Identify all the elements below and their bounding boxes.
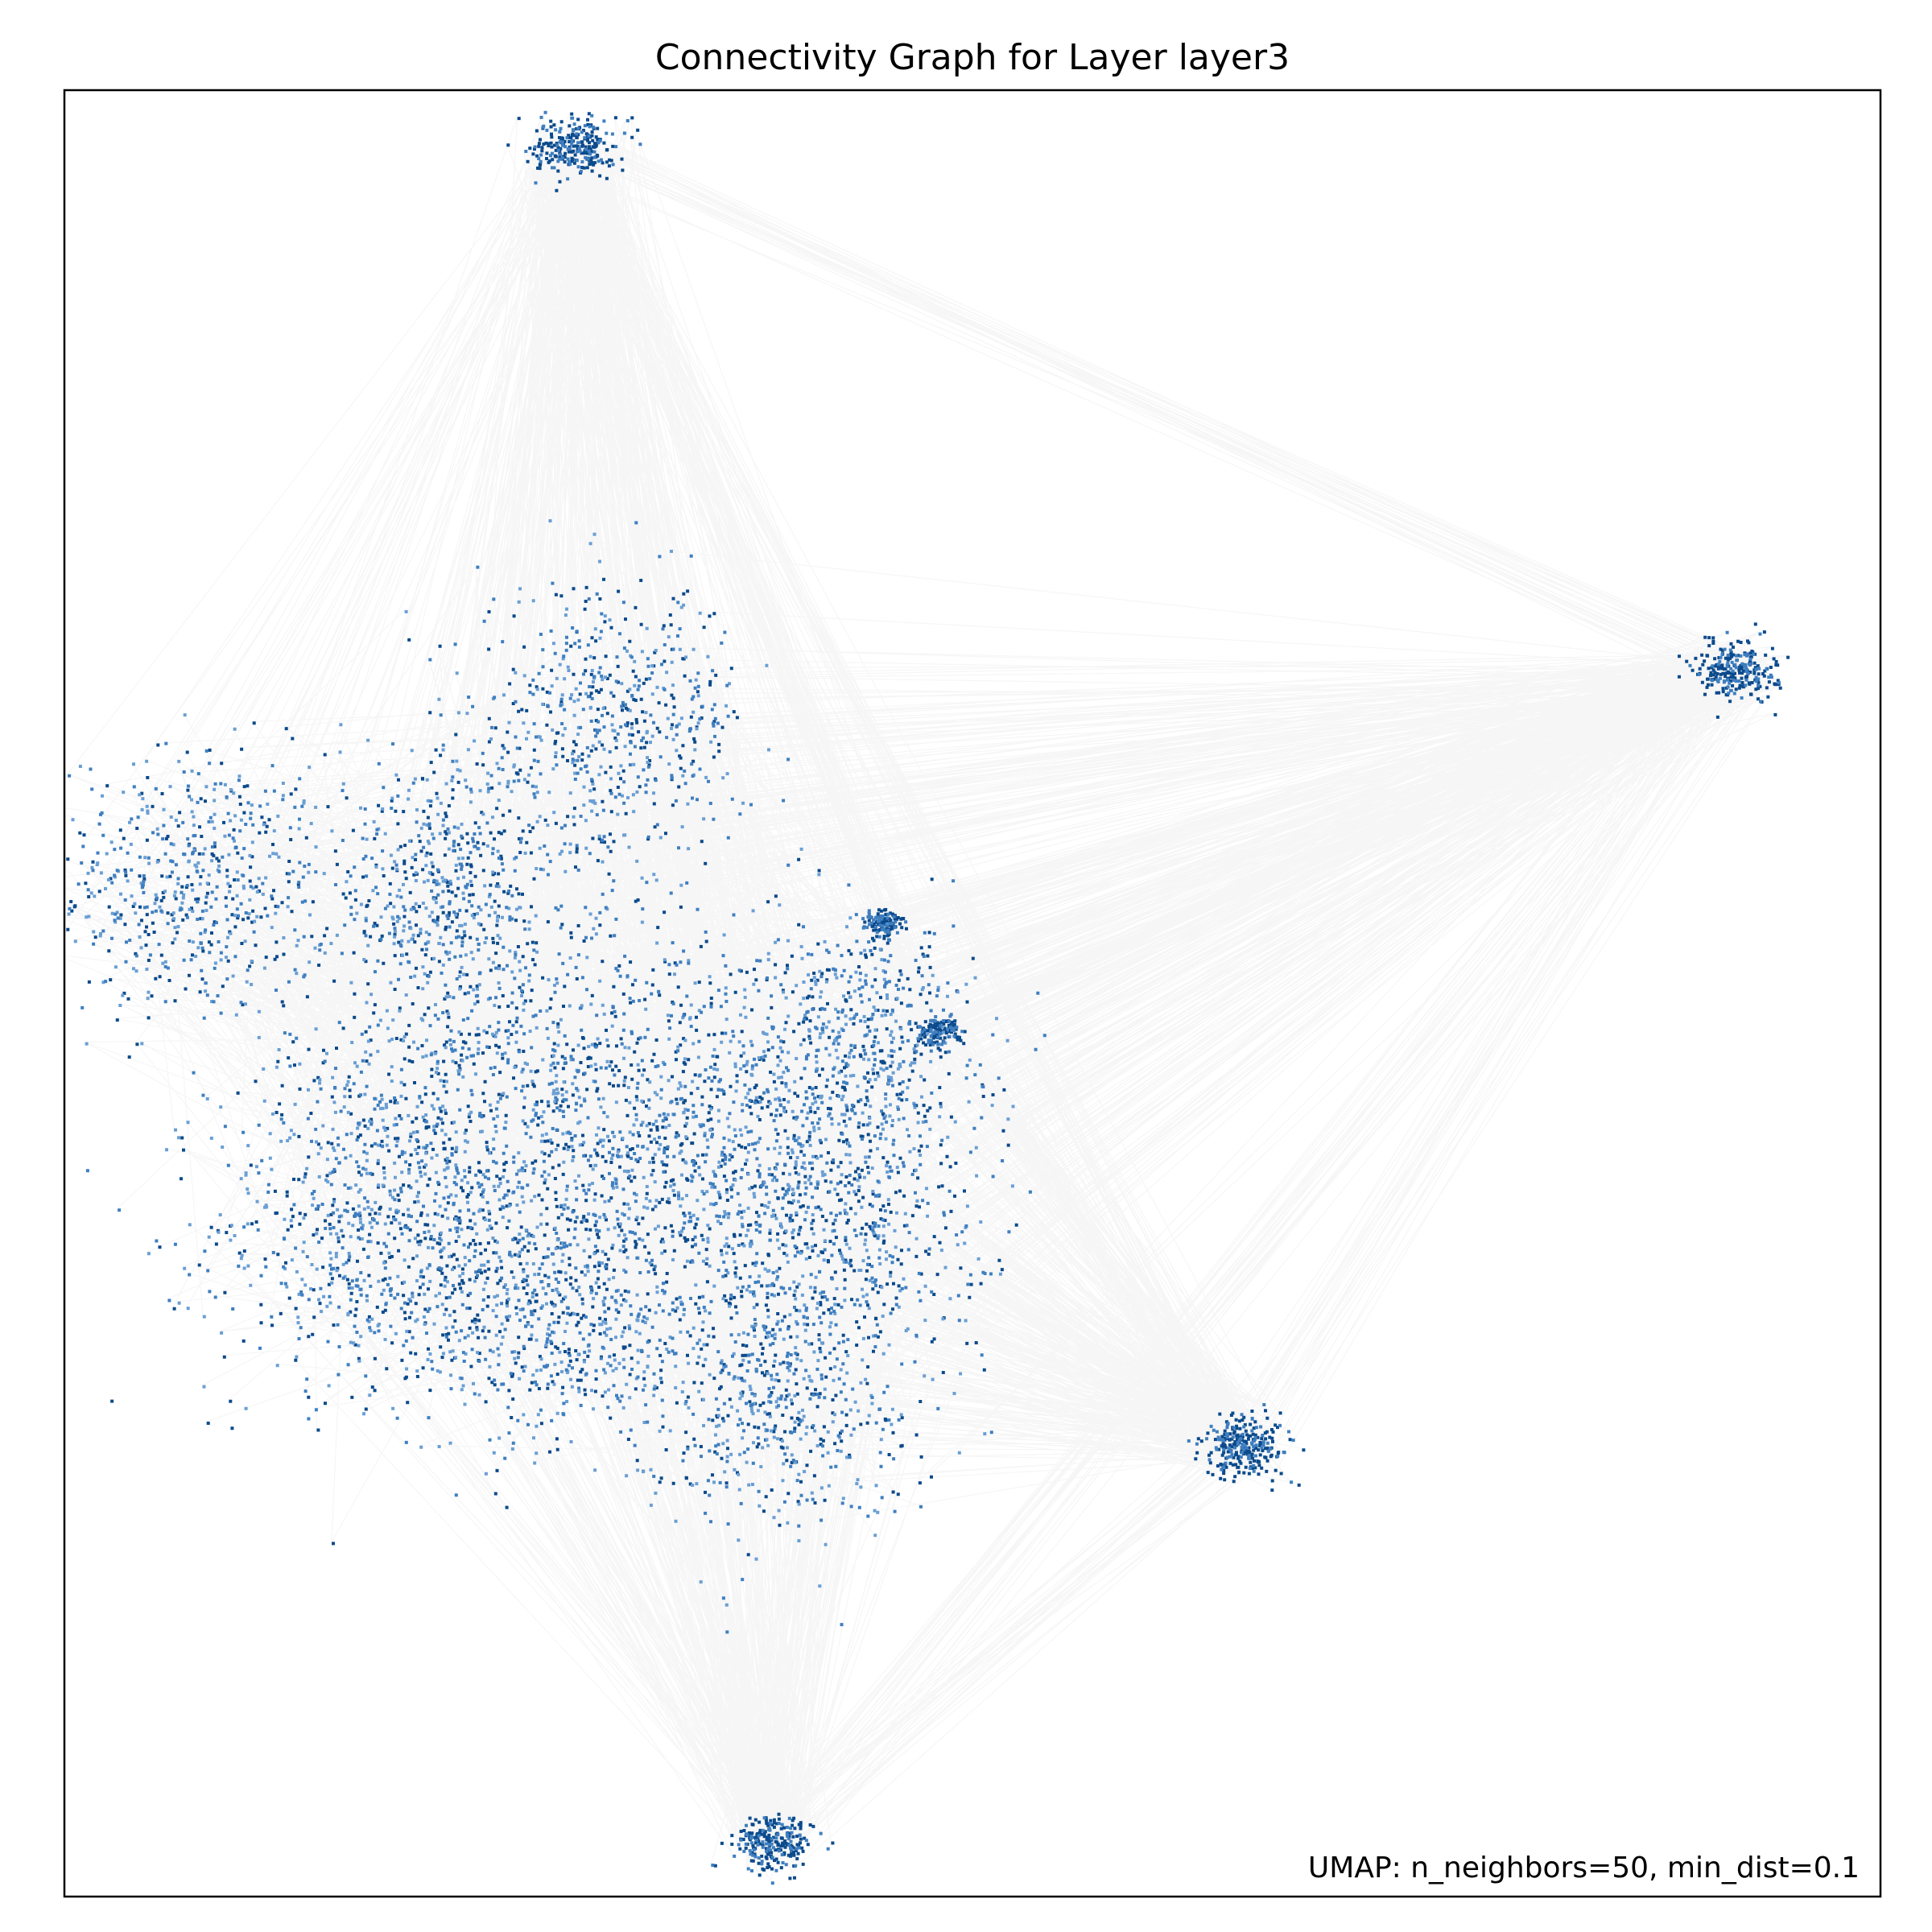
point-group-2: [67, 519, 1015, 1607]
umap-parameters-annotation: UMAP: n_neighbors=50, min_dist=0.1: [1308, 1852, 1860, 1885]
axes-frame: [63, 89, 1882, 1898]
chart-title: Connectivity Graph for Layer layer3: [655, 37, 1290, 78]
connectivity-edges: [64, 110, 1787, 1882]
plot-area: [64, 110, 1790, 1885]
graph-points: [66, 110, 1790, 1885]
graph-edges: [64, 110, 1787, 1882]
